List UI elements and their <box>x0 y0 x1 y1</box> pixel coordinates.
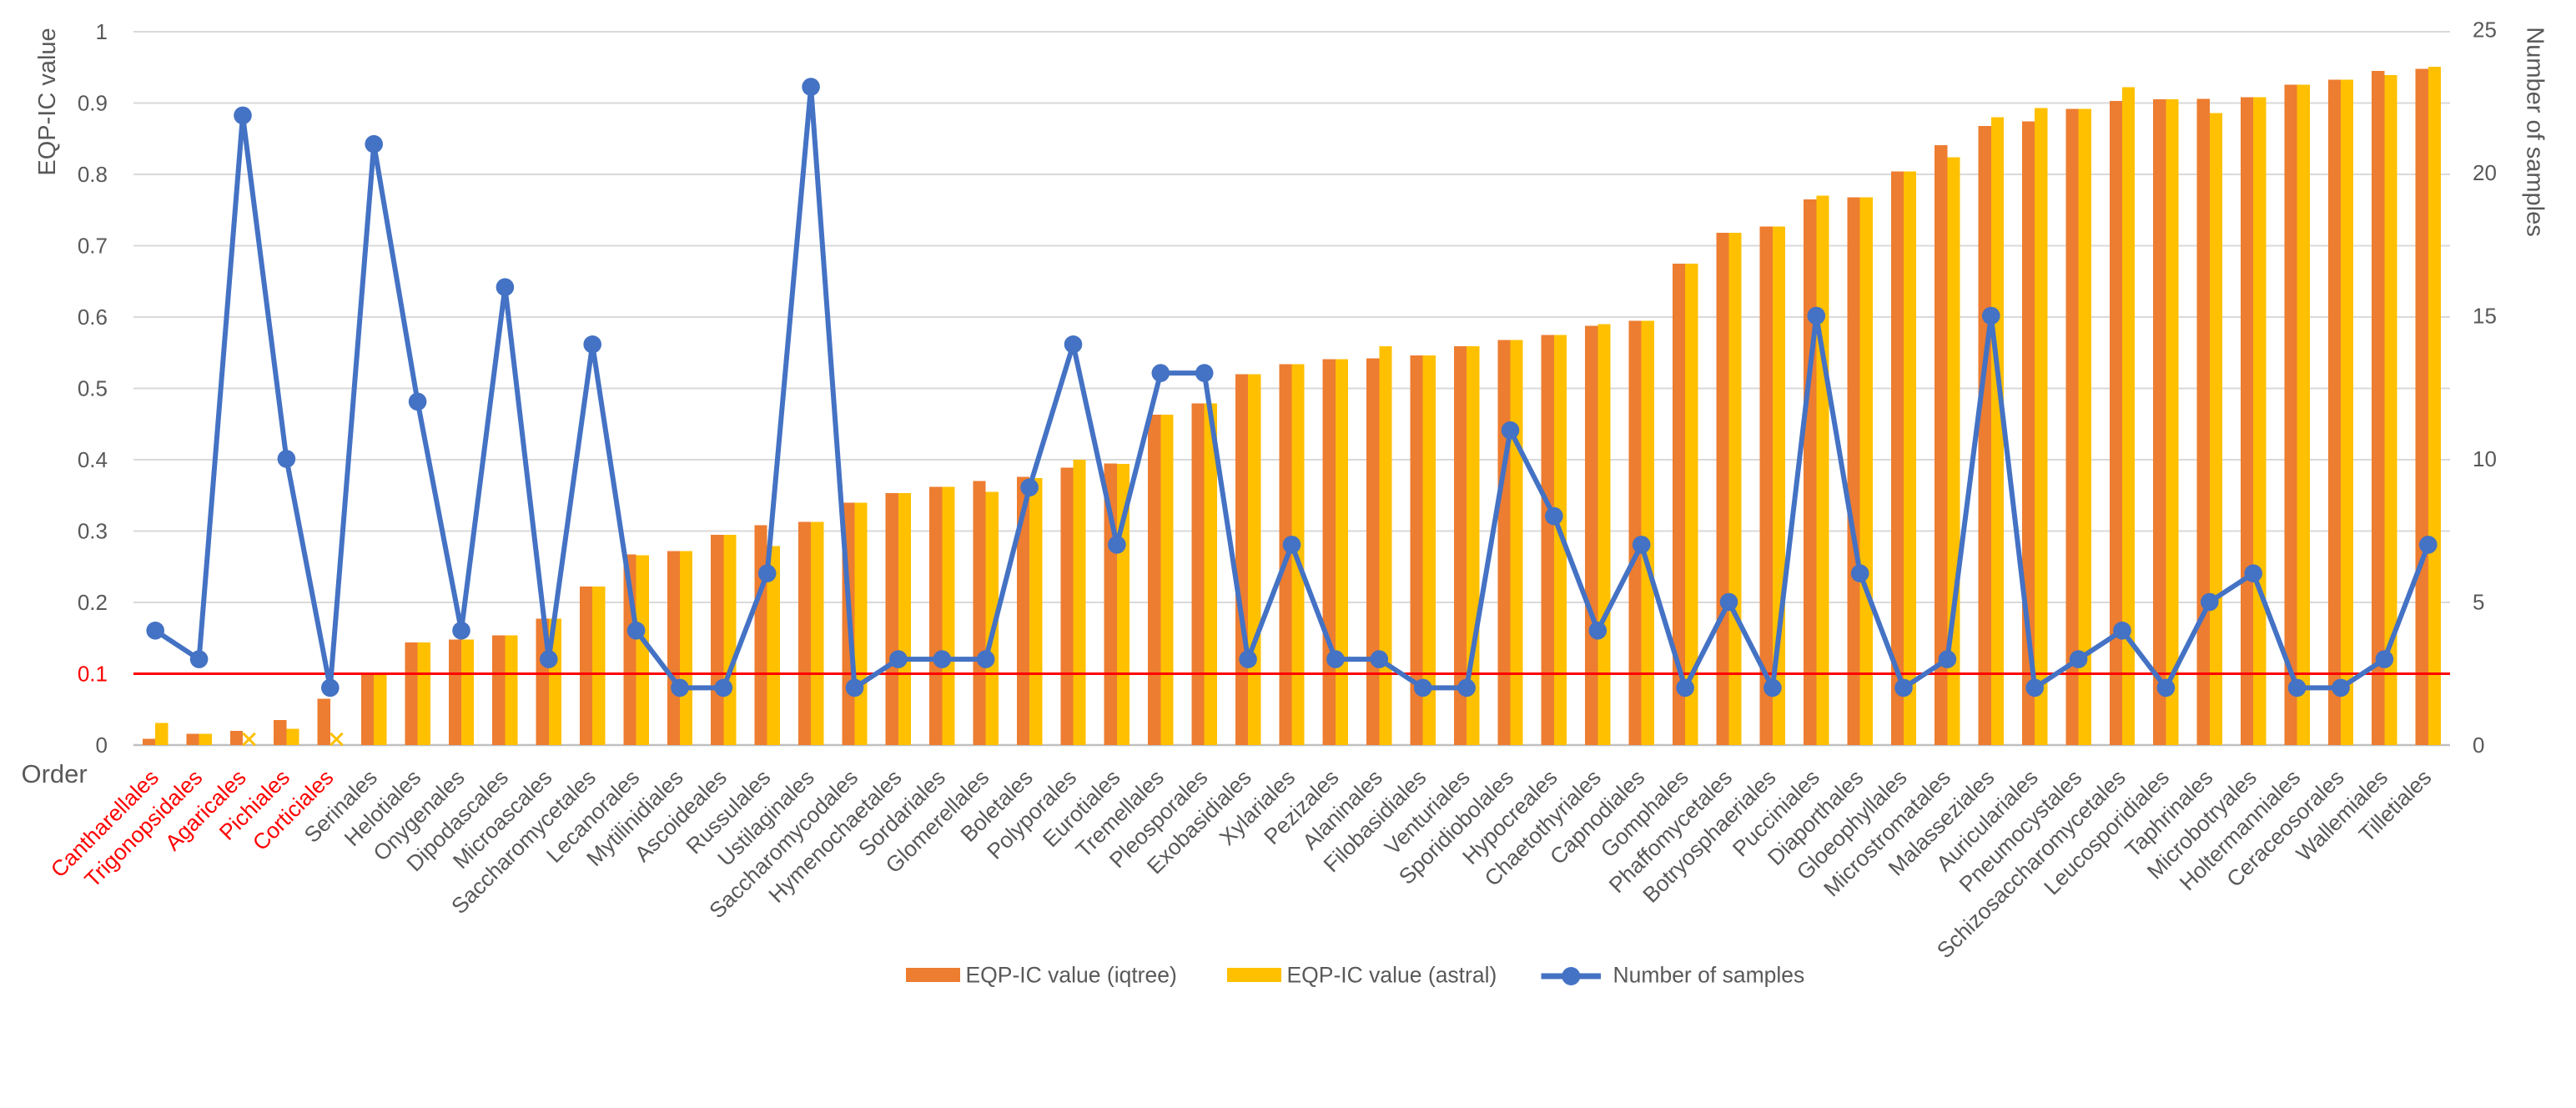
svg-text:5: 5 <box>2473 590 2484 615</box>
svg-text:0.6: 0.6 <box>78 305 108 330</box>
svg-text:0.5: 0.5 <box>78 376 108 401</box>
svg-text:0.7: 0.7 <box>78 234 108 259</box>
svg-text:10: 10 <box>2473 446 2497 471</box>
svg-text:0.1: 0.1 <box>78 662 108 687</box>
svg-text:1: 1 <box>96 19 108 44</box>
svg-text:0.3: 0.3 <box>78 519 108 544</box>
svg-text:EQP-IC value (iqtree): EQP-IC value (iqtree) <box>966 963 1177 988</box>
svg-text:Number of samples: Number of samples <box>2522 27 2548 236</box>
svg-text:20: 20 <box>2473 160 2497 185</box>
svg-text:0: 0 <box>96 733 108 758</box>
svg-text:Number of samples: Number of samples <box>1613 963 1805 988</box>
svg-text:0.9: 0.9 <box>78 91 108 116</box>
svg-text:0.8: 0.8 <box>78 162 108 187</box>
svg-text:EQP-IC value (astral): EQP-IC value (astral) <box>1287 963 1497 988</box>
svg-text:Order: Order <box>22 759 88 788</box>
svg-text:0.2: 0.2 <box>78 590 108 615</box>
svg-text:25: 25 <box>2473 18 2497 43</box>
svg-text:0.4: 0.4 <box>78 447 108 472</box>
svg-text:0: 0 <box>2473 733 2484 758</box>
svg-text:15: 15 <box>2473 304 2497 329</box>
svg-text:EQP-IC value: EQP-IC value <box>34 28 61 175</box>
